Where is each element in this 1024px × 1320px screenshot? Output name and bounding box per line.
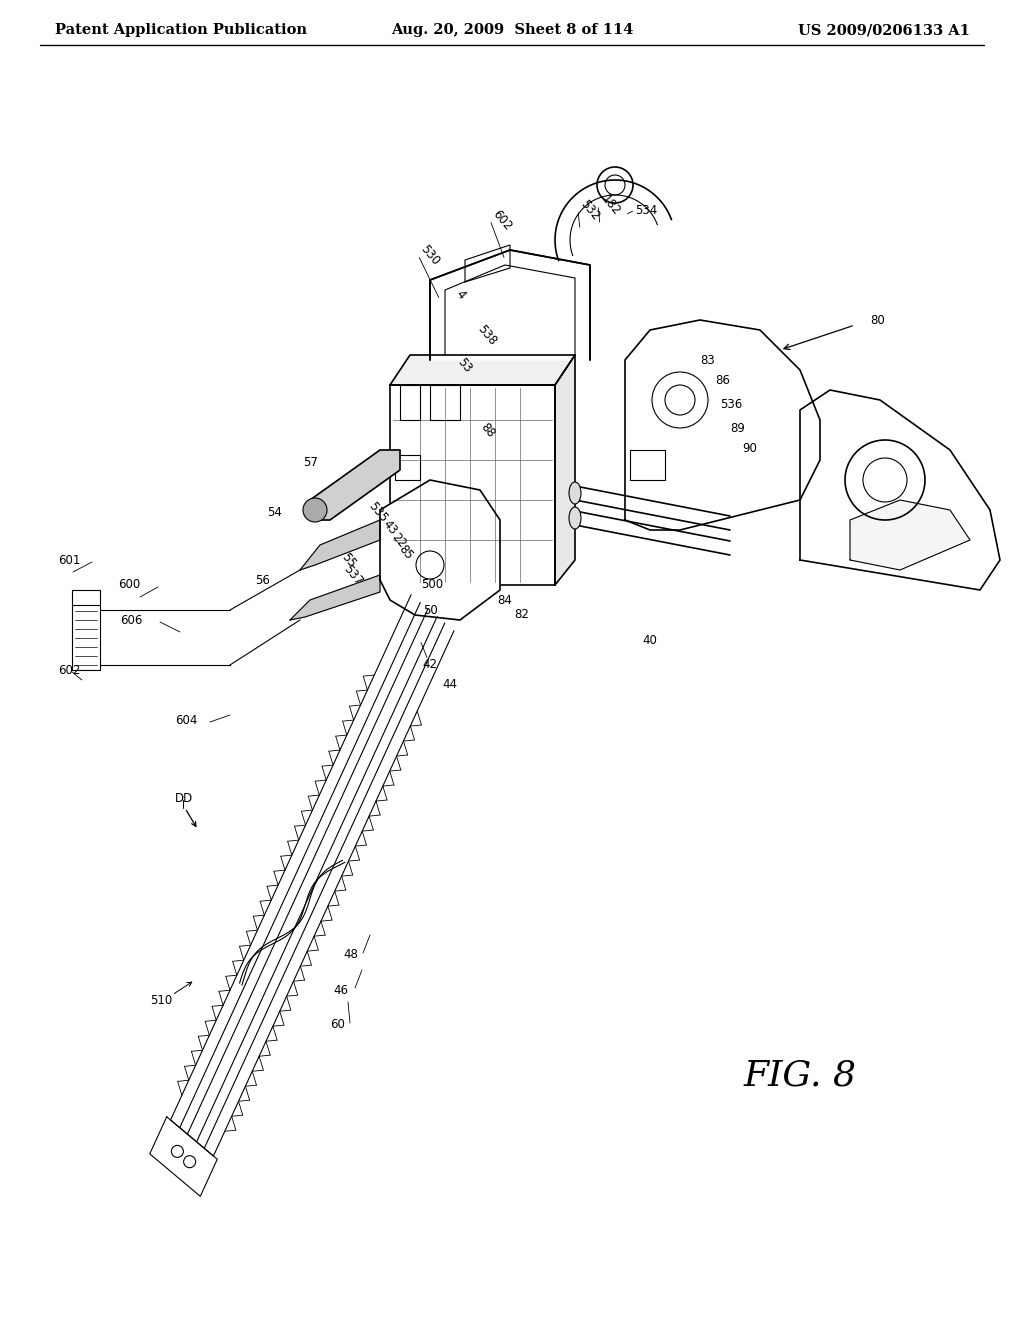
Text: 43: 43 (381, 517, 400, 537)
Polygon shape (390, 385, 555, 585)
Circle shape (303, 498, 327, 521)
Text: 83: 83 (700, 354, 715, 367)
Text: DD: DD (175, 792, 194, 804)
Text: 57: 57 (303, 455, 318, 469)
Polygon shape (800, 389, 1000, 590)
Polygon shape (390, 355, 575, 385)
Text: 602: 602 (490, 207, 514, 232)
Text: 82: 82 (515, 609, 529, 622)
Text: 538: 538 (475, 322, 499, 347)
Text: 86: 86 (715, 374, 730, 387)
Text: 54: 54 (267, 506, 282, 519)
Polygon shape (310, 450, 400, 520)
Text: 182: 182 (598, 193, 623, 218)
Text: 44: 44 (442, 678, 458, 692)
Text: 80: 80 (870, 314, 885, 326)
Text: 40: 40 (643, 634, 657, 647)
Ellipse shape (569, 507, 581, 529)
Text: 4: 4 (453, 288, 467, 302)
Polygon shape (850, 500, 970, 570)
Text: Patent Application Publication: Patent Application Publication (55, 22, 307, 37)
Polygon shape (625, 319, 820, 531)
Polygon shape (430, 249, 590, 360)
Text: 85: 85 (395, 543, 415, 562)
Text: Aug. 20, 2009  Sheet 8 of 114: Aug. 20, 2009 Sheet 8 of 114 (391, 22, 633, 37)
Text: 500: 500 (421, 578, 443, 591)
Text: 84: 84 (498, 594, 512, 606)
Text: 532: 532 (578, 197, 602, 223)
Text: 535: 535 (366, 499, 390, 524)
Text: 88: 88 (478, 420, 498, 440)
Text: 60: 60 (330, 1019, 345, 1031)
Text: 89: 89 (730, 421, 744, 434)
Text: 56: 56 (255, 573, 270, 586)
Text: 53: 53 (456, 355, 475, 375)
Polygon shape (290, 576, 380, 620)
Text: 604: 604 (175, 714, 198, 726)
Polygon shape (555, 355, 575, 585)
Text: 42: 42 (423, 659, 437, 672)
Text: 606: 606 (120, 614, 142, 627)
Polygon shape (300, 520, 380, 570)
Text: 90: 90 (742, 441, 757, 454)
Text: 50: 50 (423, 603, 437, 616)
Text: 22: 22 (388, 531, 408, 550)
Text: 46: 46 (333, 983, 348, 997)
Text: 534: 534 (635, 203, 657, 216)
Text: 600: 600 (118, 578, 140, 591)
Text: 530: 530 (418, 243, 442, 268)
Polygon shape (150, 1117, 217, 1196)
Text: US 2009/0206133 A1: US 2009/0206133 A1 (798, 22, 970, 37)
Text: 537: 537 (341, 562, 365, 587)
Polygon shape (72, 605, 100, 671)
Text: 48: 48 (343, 949, 358, 961)
Ellipse shape (569, 482, 581, 504)
Polygon shape (380, 480, 500, 620)
Text: 602: 602 (58, 664, 80, 676)
Text: FIG. 8: FIG. 8 (743, 1059, 856, 1092)
Text: 55: 55 (339, 550, 358, 570)
Text: 601: 601 (58, 553, 80, 566)
Text: 510: 510 (150, 994, 172, 1006)
Text: 536: 536 (720, 399, 742, 412)
